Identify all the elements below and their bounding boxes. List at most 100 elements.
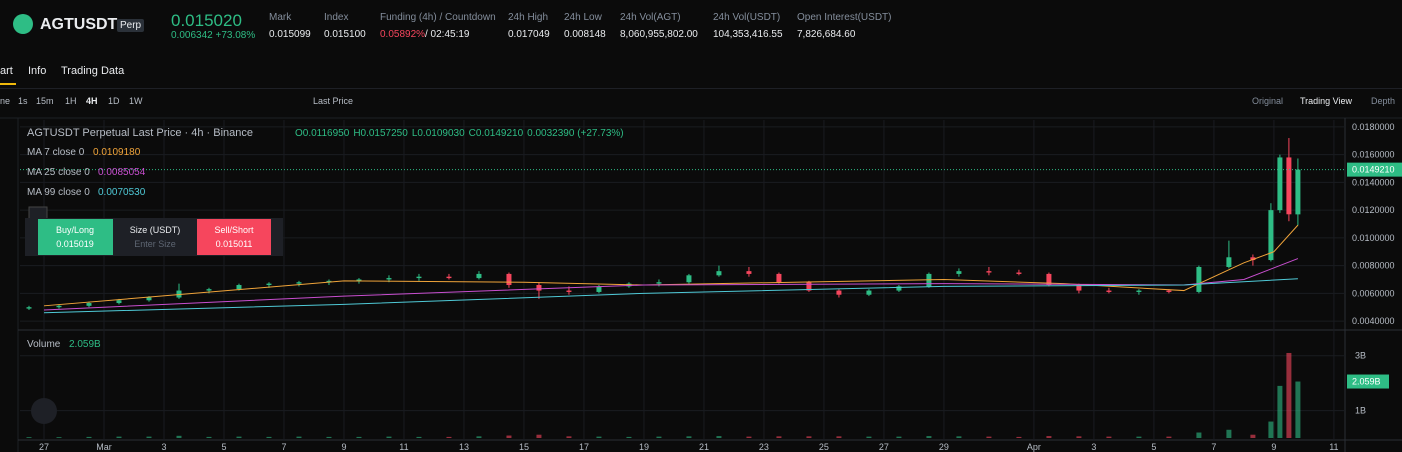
sell-label: Sell/Short	[214, 225, 254, 235]
stat-label: Mark	[269, 12, 292, 23]
candle-body	[1136, 290, 1142, 292]
candle-body	[536, 285, 542, 291]
y-tick-label: 0.0060000	[1352, 288, 1395, 298]
volume-bar	[506, 435, 512, 438]
volume-bar	[56, 437, 62, 438]
candle-body	[356, 279, 362, 281]
buy-price: 0.015019	[56, 239, 94, 249]
v-tick-label: 1B	[1355, 406, 1366, 416]
stat-value: 0.008148	[564, 29, 606, 40]
interval[interactable]: ne	[0, 96, 11, 106]
candle-body	[806, 282, 812, 291]
volume-bar	[1136, 436, 1142, 438]
interval[interactable]: 1D	[108, 96, 120, 106]
view[interactable]: Trading View	[1300, 96, 1353, 106]
x-tick-label: 25	[819, 442, 829, 452]
trade-panel: Buy/Long 0.015019 Size (USDT) Enter Size…	[25, 218, 283, 256]
stat-value: 0.015100	[324, 29, 366, 40]
candle-body	[206, 289, 212, 291]
stat-label: 24h Vol(USDT)	[713, 12, 781, 23]
x-tick-label: 7	[1211, 442, 1216, 452]
y-tick-label: 0.0080000	[1352, 261, 1395, 271]
volume-bar	[416, 436, 422, 438]
x-tick-label: 21	[699, 442, 709, 452]
y-tick-label: 0.0040000	[1352, 316, 1395, 326]
last-price-tag	[1347, 162, 1402, 177]
x-tick-label: 15	[519, 442, 529, 452]
chart-legend: AGTUSDT Perpetual Last Price · 4h · Bina…	[27, 127, 253, 139]
candle-body	[1250, 257, 1256, 261]
volume-bar	[1268, 421, 1274, 438]
ma-value: 0.0109180	[93, 147, 141, 158]
interval[interactable]: 1s	[18, 96, 28, 106]
candle-body	[1268, 210, 1274, 261]
ohlc-value: O0.0116950	[295, 128, 350, 139]
candle-body	[566, 290, 572, 292]
candle-body	[446, 276, 452, 279]
buy-button[interactable]	[38, 219, 113, 255]
candle-body	[866, 290, 872, 295]
candle-body	[26, 307, 32, 309]
volume-bar	[1046, 436, 1052, 438]
volume-bar	[806, 436, 812, 438]
volume-bar	[1106, 436, 1112, 438]
candle-body	[776, 273, 782, 283]
buy-label: Buy/Long	[56, 225, 94, 235]
tab[interactable]: Trading Data	[61, 65, 125, 77]
view[interactable]: Original	[1252, 96, 1284, 106]
candle-body	[1166, 290, 1172, 292]
tab[interactable]: art	[0, 65, 13, 77]
tab[interactable]: Info	[28, 65, 47, 77]
interval[interactable]: 1H	[65, 96, 77, 106]
sell-price: 0.015011	[216, 239, 253, 249]
price-type[interactable]: Last Price	[313, 96, 354, 106]
v-tick-label: 3B	[1355, 351, 1366, 361]
collapse-button[interactable]	[28, 206, 48, 220]
ma-value: 0.0085054	[98, 167, 146, 178]
view[interactable]: Depth	[1371, 96, 1396, 106]
volume-bar	[956, 436, 962, 438]
candle-body	[956, 271, 962, 274]
y-tick-label: 0.0120000	[1352, 205, 1395, 215]
x-tick-label: Mar	[96, 442, 112, 452]
sell-button[interactable]	[197, 219, 271, 255]
interval[interactable]: 4H	[86, 96, 98, 106]
candle-body	[1076, 285, 1082, 291]
candle-body	[176, 290, 182, 298]
volume-bar	[656, 436, 662, 438]
candle-body	[296, 282, 302, 284]
volume-title: Volume	[27, 339, 61, 350]
interval[interactable]: 15m	[36, 96, 54, 106]
volume-bar	[1250, 434, 1256, 438]
size-label: Size (USDT)	[130, 225, 181, 235]
volume-bar	[866, 436, 872, 438]
ma-line	[43, 224, 1299, 307]
candle-body	[266, 283, 272, 286]
stat-value: 0.015099	[269, 29, 311, 40]
volume-bar	[926, 436, 932, 438]
stat-label: 24h Vol(AGT)	[620, 12, 681, 23]
stat-value: 0.017049	[508, 29, 550, 40]
volume-value: 2.059B	[69, 339, 101, 350]
volume-bar	[116, 436, 122, 438]
change: 0.006342 +73.08%	[171, 30, 256, 41]
volume-bar	[476, 436, 482, 438]
interval[interactable]: 1W	[129, 96, 143, 106]
ma-line	[43, 278, 1298, 314]
volume-bar	[1166, 436, 1172, 438]
volume-bar	[326, 436, 332, 438]
candle-body	[1277, 157, 1283, 211]
badge: Perp	[117, 19, 145, 32]
symbol[interactable]: AGTUSDT	[40, 16, 118, 33]
ohlc-value: L0.0109030	[412, 128, 465, 139]
x-tick-label: 13	[459, 442, 469, 452]
volume-bar	[356, 436, 362, 438]
volume-bar	[26, 437, 32, 438]
y-tick-label: 0.0180000	[1352, 122, 1395, 132]
size-input[interactable]: Enter Size	[134, 239, 176, 249]
candle-body	[506, 273, 512, 286]
volume-bar	[1286, 352, 1292, 438]
volume-bar	[1226, 429, 1232, 438]
stat-value: 104,353,416.55	[713, 29, 783, 40]
